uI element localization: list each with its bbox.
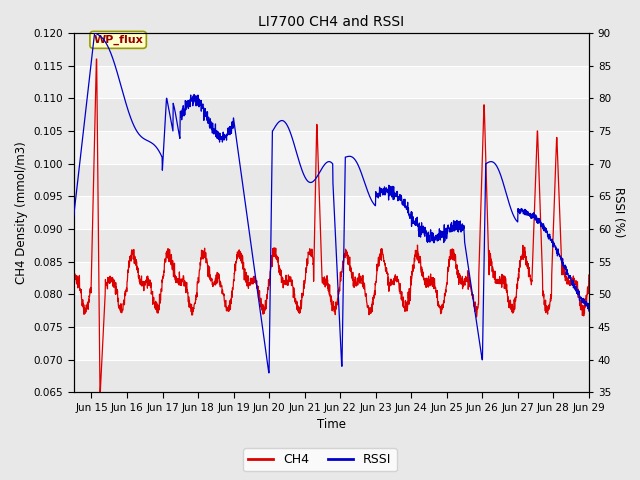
Bar [74,360,589,393]
Y-axis label: RSSI (%): RSSI (%) [612,188,625,238]
X-axis label: Time: Time [317,419,346,432]
Bar [74,66,589,98]
Bar [74,131,589,164]
Text: WP_flux: WP_flux [93,35,143,45]
Bar [74,262,589,294]
Bar [74,294,589,327]
Bar [74,33,589,66]
Bar [74,229,589,262]
Bar [74,164,589,196]
Legend: CH4, RSSI: CH4, RSSI [243,448,397,471]
Bar [74,196,589,229]
Title: LI7700 CH4 and RSSI: LI7700 CH4 and RSSI [258,15,404,29]
Y-axis label: CH4 Density (mmol/m3): CH4 Density (mmol/m3) [15,141,28,284]
Bar [74,98,589,131]
Bar [74,327,589,360]
